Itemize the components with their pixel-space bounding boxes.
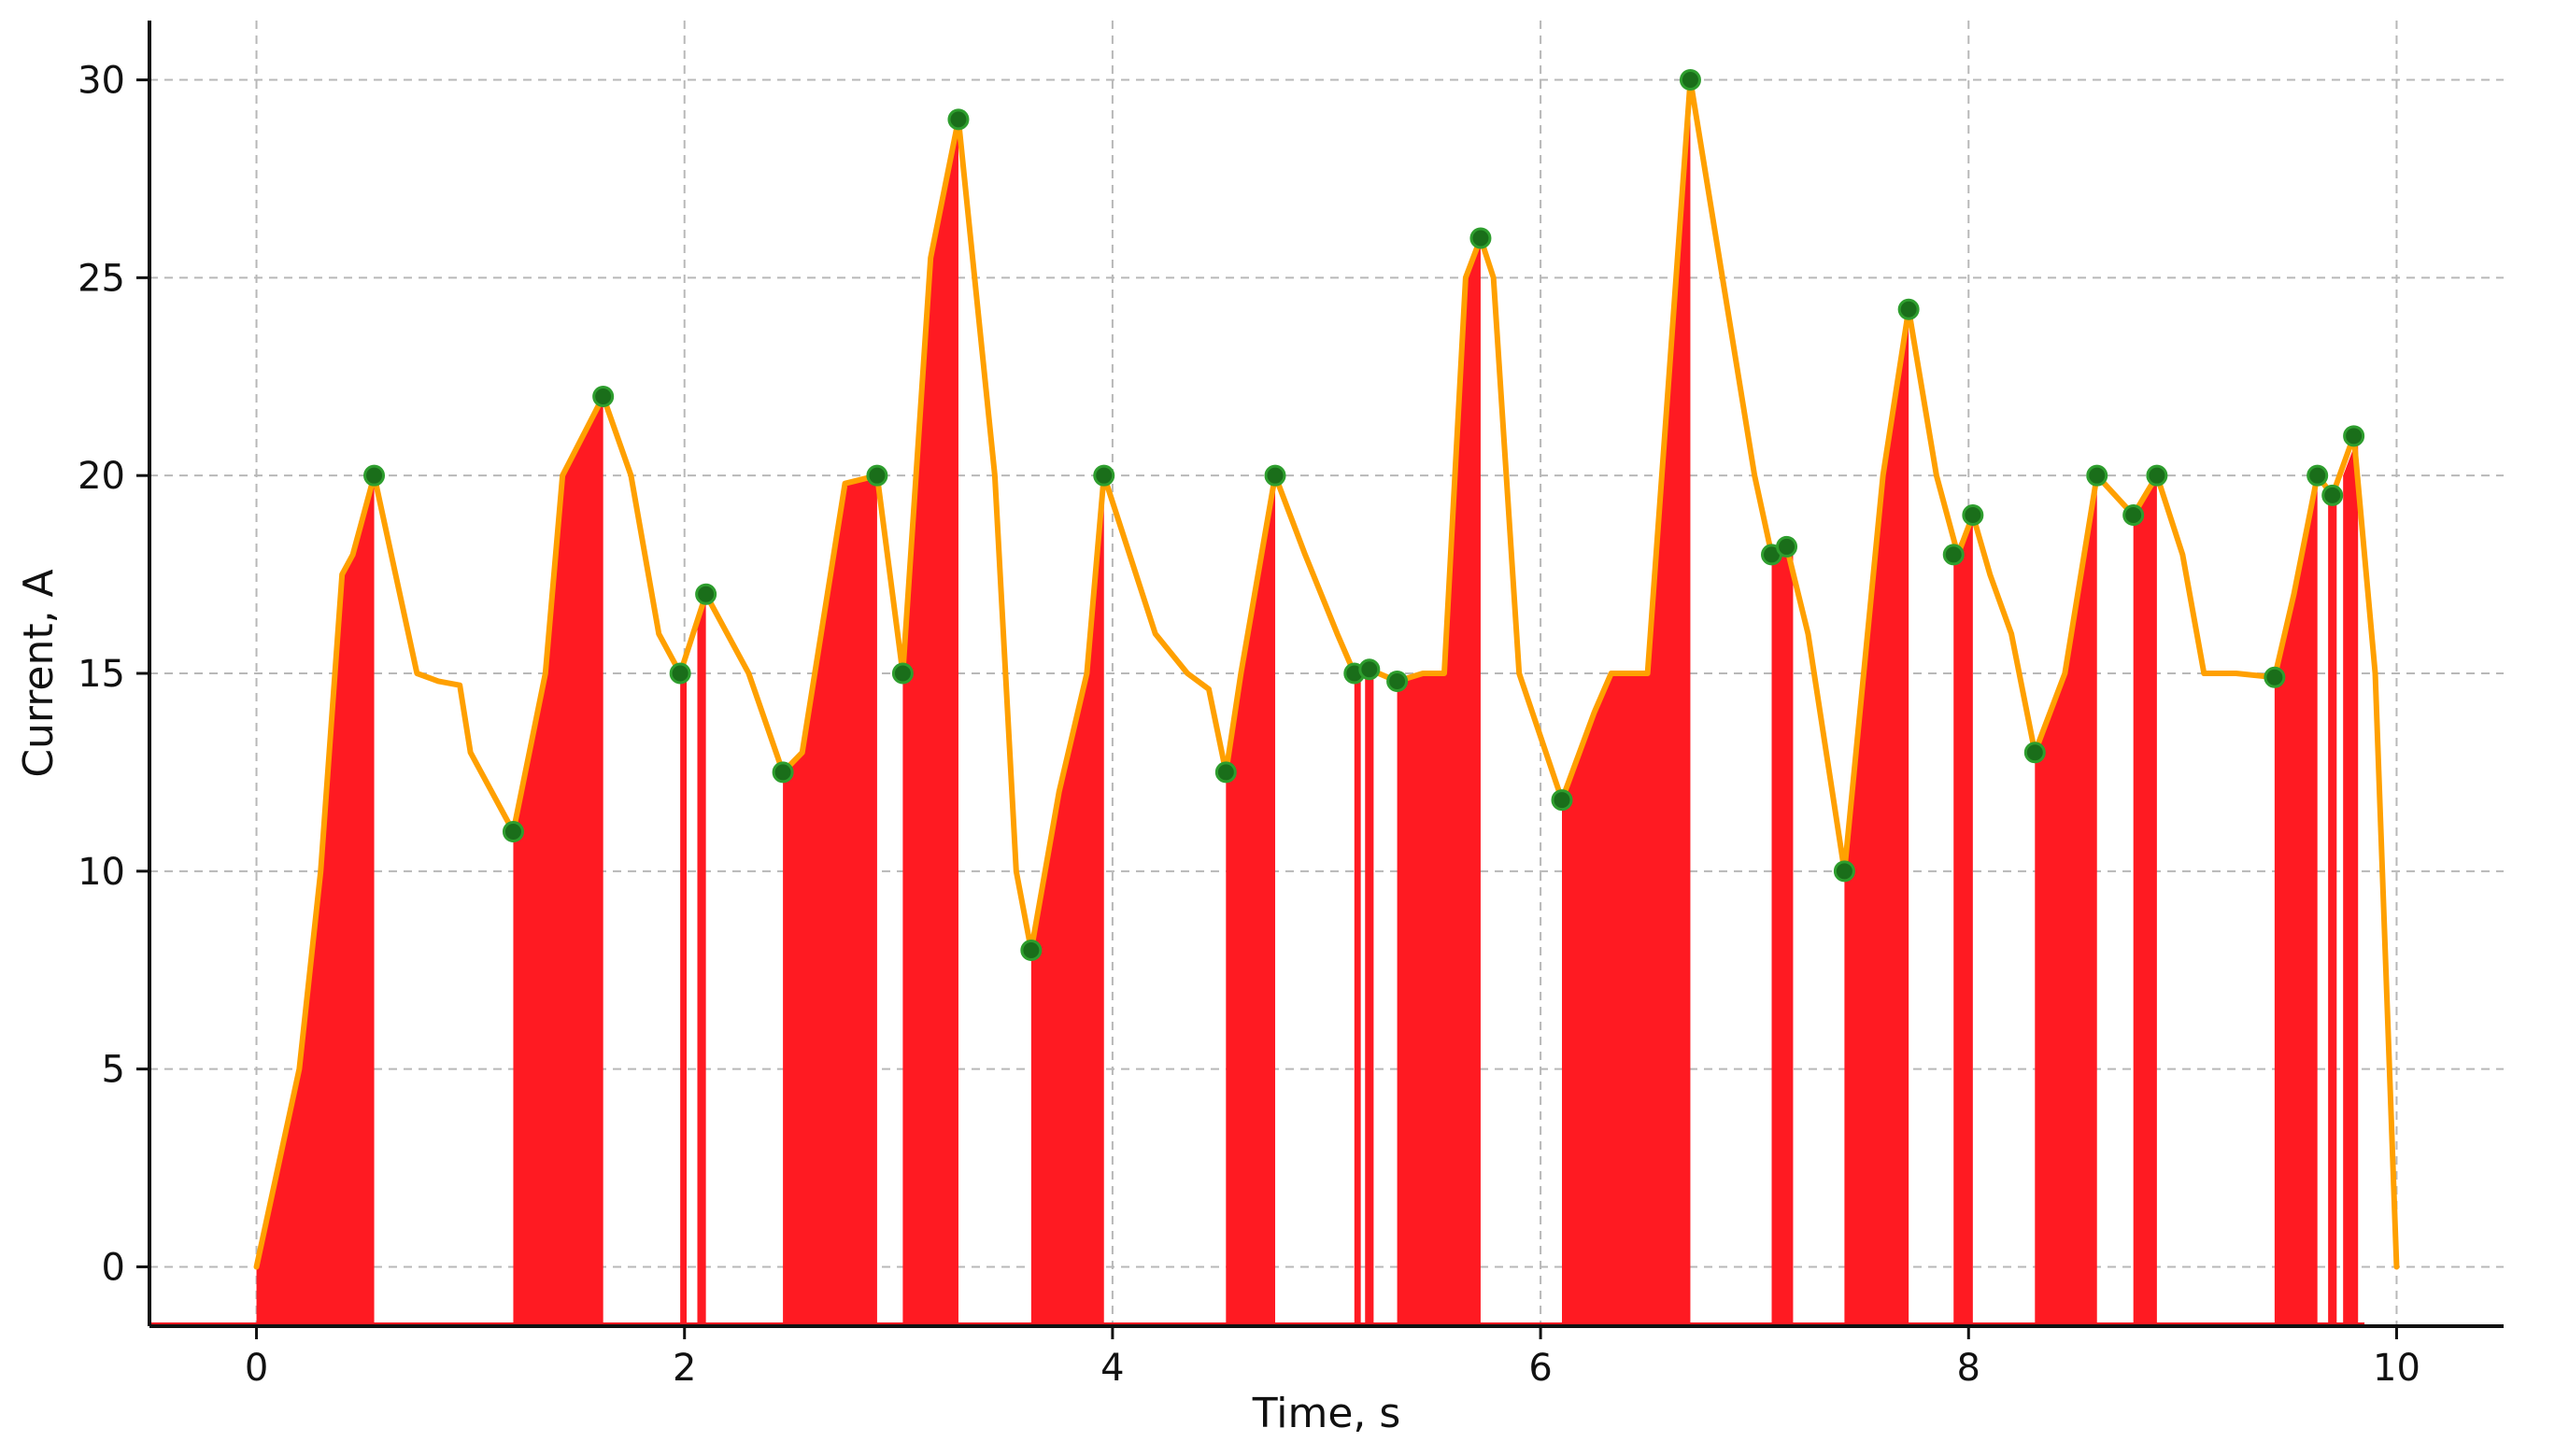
y-tick-label: 20 (78, 455, 125, 498)
peak-point (592, 385, 615, 407)
peak-point (1469, 227, 1492, 249)
peak-point (1214, 761, 1237, 784)
peak-point (947, 108, 970, 131)
ticks: 0 2 4 6 8 10 0 5 10 15 20 25 30 (78, 60, 2420, 1390)
peak-point (1264, 464, 1286, 487)
peak-point (2122, 504, 2145, 527)
x-tick-label: 8 (1957, 1347, 1980, 1390)
peak-point (2264, 666, 2286, 688)
y-tick-label: 25 (78, 257, 125, 300)
filled-region (2035, 475, 2097, 1326)
y-tick-label: 5 (102, 1049, 125, 1092)
filled-region (2343, 435, 2359, 1326)
filled-region (783, 475, 877, 1326)
peak-point (1386, 670, 1409, 692)
y-tick-label: 10 (78, 851, 125, 894)
peak-point (1897, 298, 1920, 320)
filled-region (1844, 309, 1909, 1327)
filled-region (902, 119, 958, 1327)
x-tick-label: 0 (245, 1347, 268, 1390)
current-line (253, 77, 2400, 1270)
peak-points (363, 69, 2365, 962)
peak-point (2306, 464, 2329, 487)
filled-region (1397, 238, 1481, 1326)
peak-point (669, 662, 691, 685)
peak-point (1093, 464, 1115, 487)
y-tick-label: 30 (78, 60, 125, 103)
filled-region (513, 396, 603, 1326)
peak-point (1358, 658, 1381, 681)
filled-region (256, 475, 375, 1326)
filled-region (2274, 475, 2318, 1326)
peak-point (1833, 860, 1855, 883)
peak-point (772, 761, 794, 784)
peak-point (2146, 464, 2168, 487)
filled-region (1771, 546, 1794, 1326)
x-tick-label: 10 (2373, 1347, 2420, 1390)
peak-point (1942, 544, 1965, 566)
x-tick-label: 4 (1100, 1347, 1124, 1390)
filled-region (1354, 673, 1361, 1326)
peak-point (2023, 742, 2046, 764)
peak-point (891, 662, 914, 685)
current-line-path (253, 77, 2400, 1270)
peak-point (363, 464, 386, 487)
peak-point (695, 583, 717, 605)
filled-region (1562, 79, 1691, 1327)
peak-point (2321, 484, 2344, 506)
peak-point (1679, 69, 1701, 92)
peak-point (1020, 940, 1043, 962)
filled-region (1365, 669, 1374, 1326)
peak-point (1551, 789, 1573, 812)
filled-region (697, 594, 706, 1326)
y-tick-label: 0 (102, 1246, 125, 1289)
peak-point (866, 464, 888, 487)
x-axis-label: Time, s (1252, 1390, 1401, 1437)
filled-region (2328, 495, 2337, 1326)
filled-region (2133, 475, 2157, 1326)
filled-region (1953, 515, 1973, 1326)
peak-point (2086, 464, 2108, 487)
peak-point (502, 820, 524, 842)
peak-point (1962, 504, 1984, 527)
x-tick-label: 6 (1528, 1347, 1552, 1390)
filled-regions (149, 79, 2365, 1327)
filled-region (680, 673, 688, 1326)
peak-point (2343, 425, 2365, 447)
peak-point (1776, 535, 1798, 558)
y-axis-label: Current, A (15, 569, 63, 777)
filled-region (1226, 475, 1276, 1326)
y-tick-label: 15 (78, 653, 125, 696)
x-tick-label: 2 (673, 1347, 696, 1390)
